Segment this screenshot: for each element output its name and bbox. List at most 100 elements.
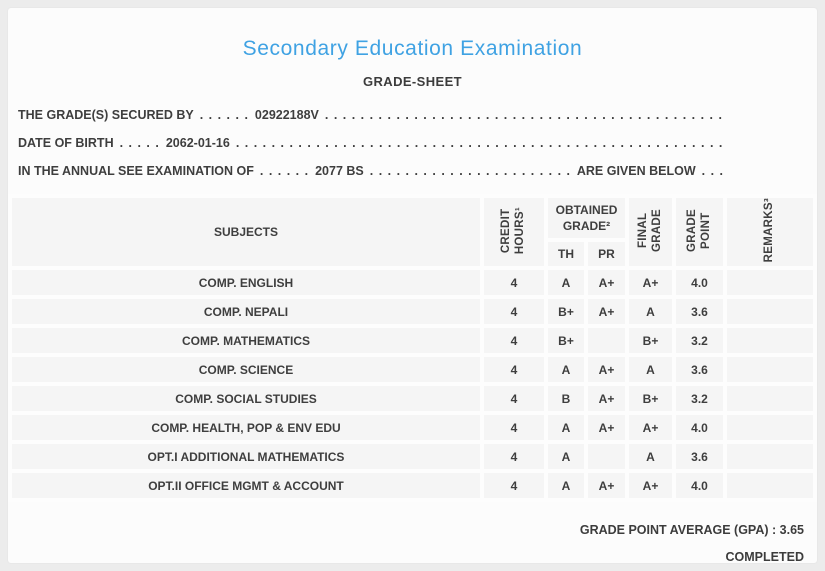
final-grade-cell: B+ <box>629 328 672 353</box>
final-grade-cell: A+ <box>629 270 672 295</box>
grade-point-cell: 4.0 <box>676 415 723 440</box>
gpa-line: GRADE POINT AVERAGE (GPA) : 3.65 <box>8 523 804 537</box>
pr-grade-cell: A+ <box>588 415 625 440</box>
grade-point-vertical-label: GRADE POINT <box>686 209 714 252</box>
info-line-secured-by: THE GRADE(S) SECURED BY . . . . . . 0292… <box>18 101 724 129</box>
final-grade-line2: GRADE <box>650 208 663 253</box>
grade-point-line2: POINT <box>699 212 712 249</box>
column-header-th: TH <box>548 242 584 266</box>
remarks-cell <box>727 415 813 440</box>
credit-hours-cell: 4 <box>484 357 544 382</box>
grade-point-line1: GRADE <box>685 208 698 253</box>
th-grade-cell: B+ <box>548 328 584 353</box>
obtained-grade-line1: OBTAINED <box>555 202 618 217</box>
final-grade-line1: FINAL <box>636 212 649 249</box>
footer-section: GRADE POINT AVERAGE (GPA) : 3.65 COMPLET… <box>8 523 817 564</box>
grade-point-cell: 3.6 <box>676 444 723 469</box>
column-header-final-grade: FINAL GRADE <box>629 198 672 266</box>
pr-grade-cell: A+ <box>588 473 625 498</box>
column-header-pr: PR <box>588 242 625 266</box>
credit-hours-cell: 4 <box>484 473 544 498</box>
table-row: OPT.I ADDITIONAL MATHEMATICS 4 A A 3.6 <box>12 444 813 469</box>
grade-sheet-card: Secondary Education Examination GRADE-SH… <box>8 8 817 564</box>
table-row: COMP. MATHEMATICS 4 B+ B+ 3.2 <box>12 328 813 353</box>
info-line-date-of-birth: DATE OF BIRTH . . . . . 2062-01-16 . . .… <box>18 129 724 157</box>
final-grade-cell: B+ <box>629 386 672 411</box>
subject-cell: OPT.I ADDITIONAL MATHEMATICS <box>12 444 480 469</box>
table-row: COMP. HEALTH, POP & ENV EDU 4 A A+ A+ 4.… <box>12 415 813 440</box>
dotted-leader: . . . . . <box>119 136 160 150</box>
pr-grade-cell: A+ <box>588 357 625 382</box>
gpa-value: 3.65 <box>779 523 804 537</box>
secured-by-label: THE GRADE(S) SECURED BY <box>18 108 194 122</box>
grade-point-cell: 3.6 <box>676 357 723 382</box>
remarks-cell <box>727 473 813 498</box>
final-grade-cell: A <box>629 357 672 382</box>
info-section: THE GRADE(S) SECURED BY . . . . . . 0292… <box>18 101 724 185</box>
column-header-obtained-grade: OBTAINED GRADE² <box>548 198 625 238</box>
grade-sheet-subtitle: GRADE-SHEET <box>362 74 463 89</box>
dotted-leader: . . . . . . . . . . . . . . . . . . . . … <box>235 136 724 150</box>
column-header-remarks: REMARKS³ <box>727 198 813 266</box>
final-grade-cell: A <box>629 444 672 469</box>
th-grade-cell: B+ <box>548 299 584 324</box>
page-title: Secondary Education Examination <box>242 37 583 60</box>
table-row: OPT.II OFFICE MGMT & ACCOUNT 4 A A+ A+ 4… <box>12 473 813 498</box>
th-grade-cell: B <box>548 386 584 411</box>
final-grade-vertical-label: FINAL GRADE <box>637 209 665 252</box>
dotted-leader: . . . . . . <box>259 164 310 178</box>
remarks-vertical-label: REMARKS³ <box>763 198 777 262</box>
grades-table: SUBJECTS CREDIT HOURS¹ OBTAINED GRADE² F <box>8 194 817 502</box>
subject-cell: COMP. ENGLISH <box>12 270 480 295</box>
column-header-subjects: SUBJECTS <box>12 198 480 266</box>
th-grade-cell: A <box>548 444 584 469</box>
grade-point-cell: 3.2 <box>676 386 723 411</box>
th-grade-cell: A <box>548 270 584 295</box>
remarks-cell <box>727 299 813 324</box>
pr-grade-cell <box>588 444 625 469</box>
th-grade-cell: A <box>548 473 584 498</box>
credit-hours-line2: HOURS¹ <box>514 206 526 255</box>
are-given-below-label: ARE GIVEN BELOW <box>576 164 696 178</box>
dotted-leader: . . . <box>701 164 724 178</box>
pr-grade-cell: A+ <box>588 270 625 295</box>
remarks-cell <box>727 270 813 295</box>
pr-grade-cell: A+ <box>588 299 625 324</box>
final-grade-cell: A <box>629 299 672 324</box>
grade-point-cell: 3.6 <box>676 299 723 324</box>
remarks-cell <box>727 328 813 353</box>
credit-hours-cell: 4 <box>484 444 544 469</box>
credit-hours-cell: 4 <box>484 328 544 353</box>
remarks-cell <box>727 357 813 382</box>
final-grade-cell: A+ <box>629 415 672 440</box>
subject-cell: COMP. SCIENCE <box>12 357 480 382</box>
table-row: COMP. ENGLISH 4 A A+ A+ 4.0 <box>12 270 813 295</box>
subject-cell: OPT.II OFFICE MGMT & ACCOUNT <box>12 473 480 498</box>
grade-point-cell: 4.0 <box>676 270 723 295</box>
table-row: COMP. SOCIAL STUDIES 4 B A+ B+ 3.2 <box>12 386 813 411</box>
column-header-credit-hours: CREDIT HOURS¹ <box>484 198 544 266</box>
status-completed: COMPLETED <box>725 550 804 564</box>
dotted-leader: . . . . . . <box>199 108 249 122</box>
dotted-leader: . . . . . . . . . . . . . . . . . . . . … <box>324 108 724 122</box>
date-of-birth-label: DATE OF BIRTH <box>18 136 114 150</box>
credit-hours-cell: 4 <box>484 386 544 411</box>
credit-hours-line1: CREDIT <box>500 208 513 253</box>
subject-cell: COMP. NEPALI <box>12 299 480 324</box>
examination-of-label: IN THE ANNUAL SEE EXAMINATION OF <box>18 164 254 178</box>
date-of-birth-value: 2062-01-16 <box>165 136 230 150</box>
subject-cell: COMP. HEALTH, POP & ENV EDU <box>12 415 480 440</box>
dotted-leader: . . . . . . . . . . . . . . . . . . . . … <box>369 164 571 178</box>
table-row: COMP. SCIENCE 4 A A+ A 3.6 <box>12 357 813 382</box>
subject-cell: COMP. SOCIAL STUDIES <box>12 386 480 411</box>
table-row: COMP. NEPALI 4 B+ A+ A 3.6 <box>12 299 813 324</box>
credit-hours-cell: 4 <box>484 299 544 324</box>
info-line-examination-of: IN THE ANNUAL SEE EXAMINATION OF . . . .… <box>18 157 724 185</box>
th-grade-cell: A <box>548 415 584 440</box>
obtained-grade-line2: GRADE² <box>562 219 611 233</box>
grade-point-cell: 4.0 <box>676 473 723 498</box>
subject-cell: COMP. MATHEMATICS <box>12 328 480 353</box>
remarks-cell <box>727 444 813 469</box>
symbol-number-value: 02922188V <box>254 108 319 122</box>
